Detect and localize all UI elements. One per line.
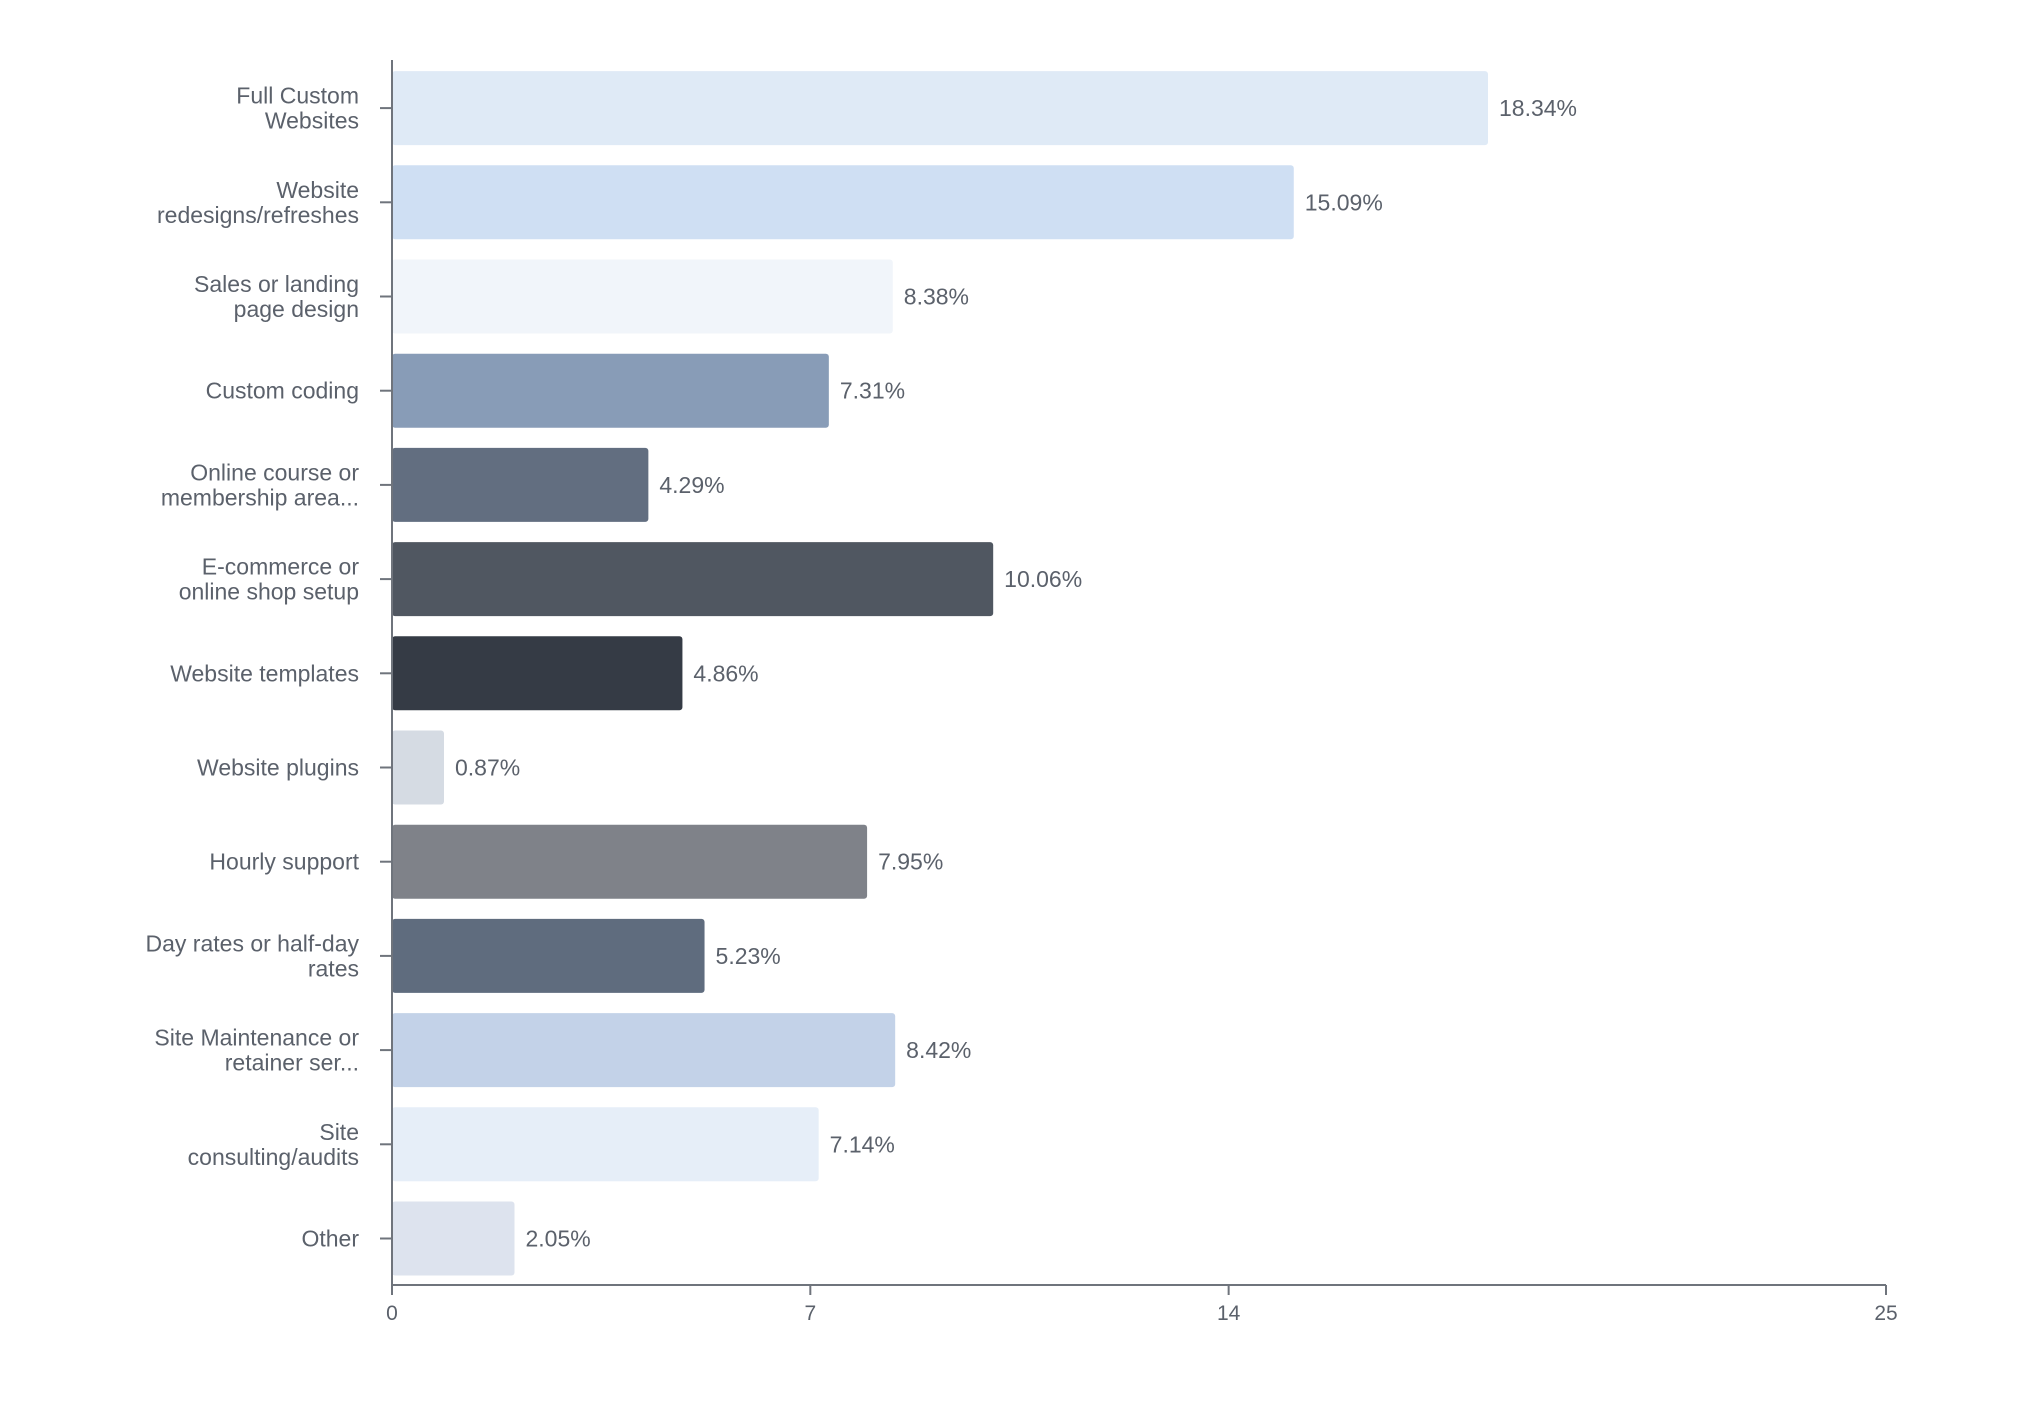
x-tick-label: 25 bbox=[1874, 1302, 1897, 1325]
data-label: 4.29% bbox=[659, 472, 724, 498]
category-label-line: Other bbox=[301, 1226, 359, 1252]
category-label-line: redesigns/refreshes bbox=[157, 202, 359, 228]
data-label: 15.09% bbox=[1305, 189, 1383, 215]
bar bbox=[392, 918, 705, 993]
category-label-line: Websites bbox=[265, 108, 359, 134]
category-label: Website redesigns/refreshes bbox=[157, 177, 359, 228]
bar bbox=[392, 1013, 896, 1088]
data-label: 18.34% bbox=[1499, 95, 1577, 121]
bar bbox=[392, 165, 1294, 240]
bar bbox=[392, 542, 994, 617]
data-label: 2.05% bbox=[526, 1226, 591, 1252]
category-label: E-commerce or online shop setup bbox=[179, 554, 360, 605]
bar bbox=[392, 353, 829, 428]
data-label: 0.87% bbox=[455, 755, 520, 781]
data-label: 4.86% bbox=[693, 660, 758, 686]
category-label: Site Maintenance or retainer ser... bbox=[154, 1025, 359, 1076]
data-label: 8.38% bbox=[904, 284, 969, 310]
category-label-line: Website templates bbox=[170, 660, 359, 686]
category-label: Site consulting/audits bbox=[188, 1119, 359, 1170]
data-label: 7.14% bbox=[830, 1131, 895, 1157]
category-label-line: membership area... bbox=[161, 484, 359, 510]
category-label-line: retainer ser... bbox=[225, 1050, 359, 1076]
category-label: Hourly support bbox=[209, 849, 359, 875]
category-label-line: Site Maintenance or bbox=[154, 1025, 359, 1051]
category-label-line: Full Custom bbox=[236, 83, 359, 109]
category-label-line: Site bbox=[319, 1119, 359, 1145]
category-label-line: Hourly support bbox=[209, 849, 359, 875]
data-label: 7.31% bbox=[840, 378, 905, 404]
bar bbox=[392, 447, 649, 522]
category-label: Website plugins bbox=[197, 755, 359, 781]
category-label-line: Website plugins bbox=[197, 755, 359, 781]
category-label: Day rates or half-day rates bbox=[146, 930, 360, 981]
bar bbox=[392, 824, 868, 899]
data-label: 8.42% bbox=[906, 1037, 971, 1063]
category-label-line: rates bbox=[308, 955, 359, 981]
data-label: 5.23% bbox=[716, 943, 781, 969]
category-label-line: Day rates or half-day bbox=[146, 930, 360, 956]
bar bbox=[392, 1201, 515, 1276]
category-label-line: Online course or bbox=[190, 459, 359, 485]
category-label-line: online shop setup bbox=[179, 579, 359, 605]
x-tick-label: 0 bbox=[386, 1302, 398, 1325]
category-label: Full Custom Websites bbox=[236, 83, 359, 134]
category-label: Online course or membership area... bbox=[161, 459, 359, 510]
bar bbox=[392, 730, 444, 805]
data-label: 10.06% bbox=[1004, 566, 1082, 592]
category-label: Other bbox=[301, 1226, 359, 1252]
category-label-line: page design bbox=[234, 296, 359, 322]
bar bbox=[392, 636, 683, 711]
bar bbox=[392, 259, 893, 334]
category-label-line: consulting/audits bbox=[188, 1144, 359, 1170]
x-tick-label: 14 bbox=[1217, 1302, 1241, 1325]
x-tick-label: 7 bbox=[804, 1302, 816, 1325]
category-label: Custom coding bbox=[206, 378, 359, 404]
bar bbox=[392, 1107, 819, 1182]
category-label-line: E-commerce or bbox=[202, 554, 360, 580]
bar bbox=[392, 71, 1488, 146]
category-label: Sales or landing page design bbox=[194, 271, 359, 322]
data-label: 7.95% bbox=[878, 849, 943, 875]
category-label: Website templates bbox=[170, 660, 359, 686]
category-label-line: Custom coding bbox=[206, 378, 359, 404]
category-label-line: Sales or landing bbox=[194, 271, 359, 297]
category-label-line: Website bbox=[276, 177, 359, 203]
